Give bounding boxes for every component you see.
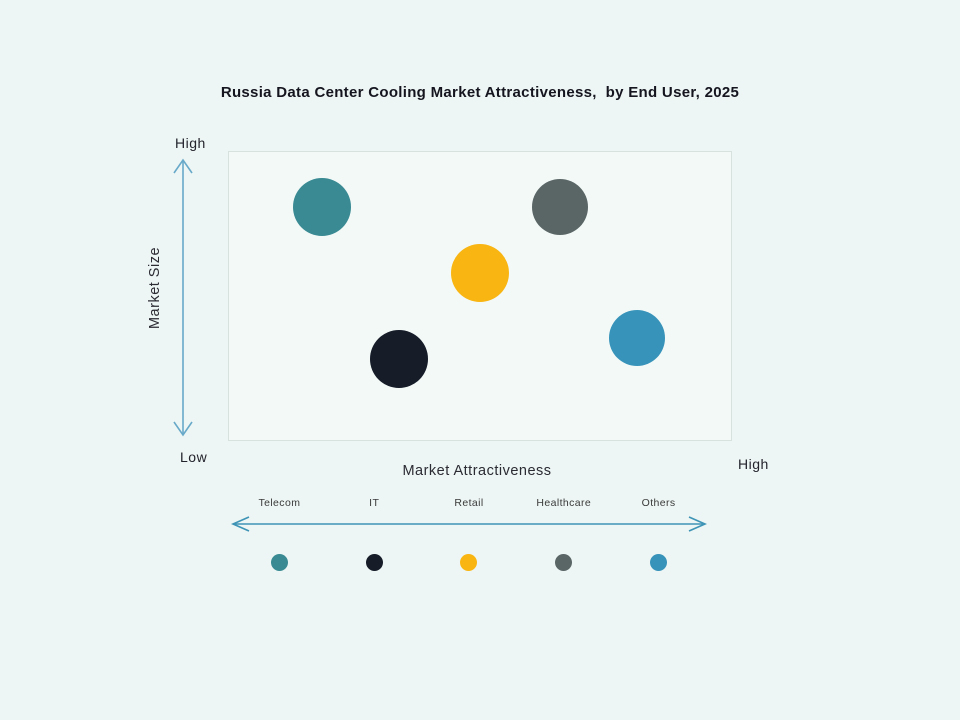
legend-dot-others xyxy=(650,554,668,571)
y-axis-low-label: Low xyxy=(180,449,208,465)
legend-dot-retail xyxy=(460,554,478,571)
x-axis-title: Market Attractiveness xyxy=(402,463,552,479)
legend-dot-telecom xyxy=(270,554,288,571)
legend-labels: Telecom IT Retail Healthcare Others xyxy=(232,497,706,509)
y-axis-title: Market Size xyxy=(147,246,163,330)
legend-dot-it xyxy=(365,554,383,571)
legend-label-telecom: Telecom xyxy=(258,497,301,509)
legend-dot-healthcare xyxy=(555,554,573,571)
x-axis-high-label: High xyxy=(738,456,769,472)
bubble-retail xyxy=(451,243,509,302)
chart-title: Russia Data Center Cooling Market Attrac… xyxy=(220,84,740,101)
bubble-it xyxy=(370,330,429,389)
legend-label-retail: Retail xyxy=(454,497,484,509)
legend-axis-arrow-icon xyxy=(231,516,707,532)
bubble-others xyxy=(609,309,666,366)
legend-label-others: Others xyxy=(641,497,676,509)
legend-label-healthcare: Healthcare xyxy=(536,497,592,509)
y-axis-arrow-icon xyxy=(173,158,193,437)
bubble-telecom xyxy=(292,177,351,236)
legend-dots xyxy=(232,554,706,576)
legend-label-it: IT xyxy=(369,497,380,509)
plot-area xyxy=(228,151,732,441)
bubble-healthcare xyxy=(531,178,588,235)
y-axis-high-label: High xyxy=(175,135,206,151)
